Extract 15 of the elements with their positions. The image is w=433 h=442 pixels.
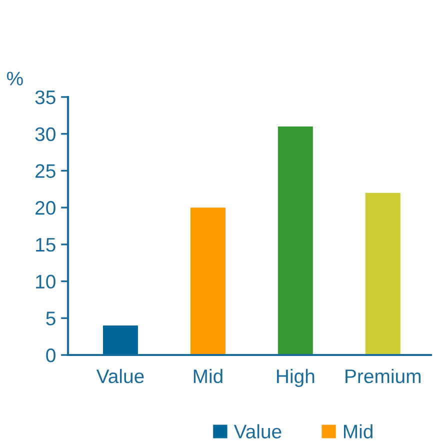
legend-label: Mid [344, 424, 372, 438]
y-tick-label: 15 [36, 238, 56, 252]
y-tick-label: 35 [35, 90, 56, 104]
y-axis-title: % [6, 72, 23, 86]
y-tick-label: 0 [46, 348, 56, 362]
y-tick-label: 25 [36, 164, 56, 178]
x-tick-label: Mid [194, 368, 222, 384]
y-tick-label: 5 [46, 312, 56, 326]
y-tick-label: 20 [36, 201, 56, 215]
legend-label: Value [234, 424, 282, 438]
x-tick-label: Premium [346, 368, 421, 384]
y-tick-label: 30 [35, 127, 56, 142]
x-tick-label: Value [96, 368, 144, 384]
y-tick-label: 10 [36, 274, 56, 289]
x-tick-label: High [277, 368, 314, 388]
